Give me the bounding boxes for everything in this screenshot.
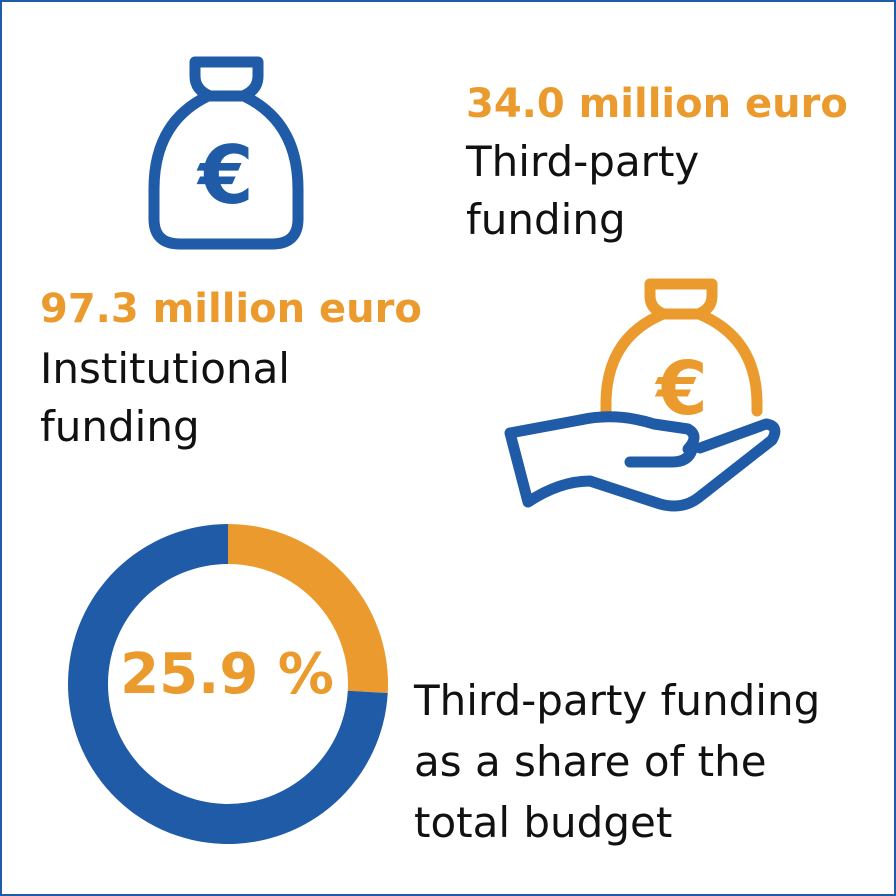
svg-text:€: €	[654, 346, 708, 432]
hand-holding-money-bag-icon: €	[504, 278, 781, 512]
third-party-label-line2: funding	[466, 195, 626, 244]
donut-slice-third-party	[228, 524, 389, 694]
euro-money-bag-icon: €	[148, 56, 304, 250]
share-label-line2: as a share of the	[414, 737, 767, 786]
third-party-amount: 34.0 million euro	[466, 81, 848, 127]
svg-text:€: €	[196, 129, 254, 222]
institutional-label: Institutional funding	[40, 340, 440, 456]
third-party-label-line1: Third-party	[466, 137, 700, 186]
institutional-label-line2: funding	[40, 402, 200, 451]
third-party-label: Third-party funding	[466, 133, 866, 249]
institutional-amount: 97.3 million euro	[40, 286, 422, 332]
institutional-label-line1: Institutional	[40, 344, 290, 393]
funding-share-donut-chart	[68, 524, 389, 844]
share-label-line3: total budget	[414, 798, 673, 847]
share-label: Third-party funding as a share of the to…	[414, 670, 874, 853]
share-label-line1: Third-party funding	[414, 676, 821, 725]
donut-center-percent: 25.9 %	[120, 642, 334, 707]
